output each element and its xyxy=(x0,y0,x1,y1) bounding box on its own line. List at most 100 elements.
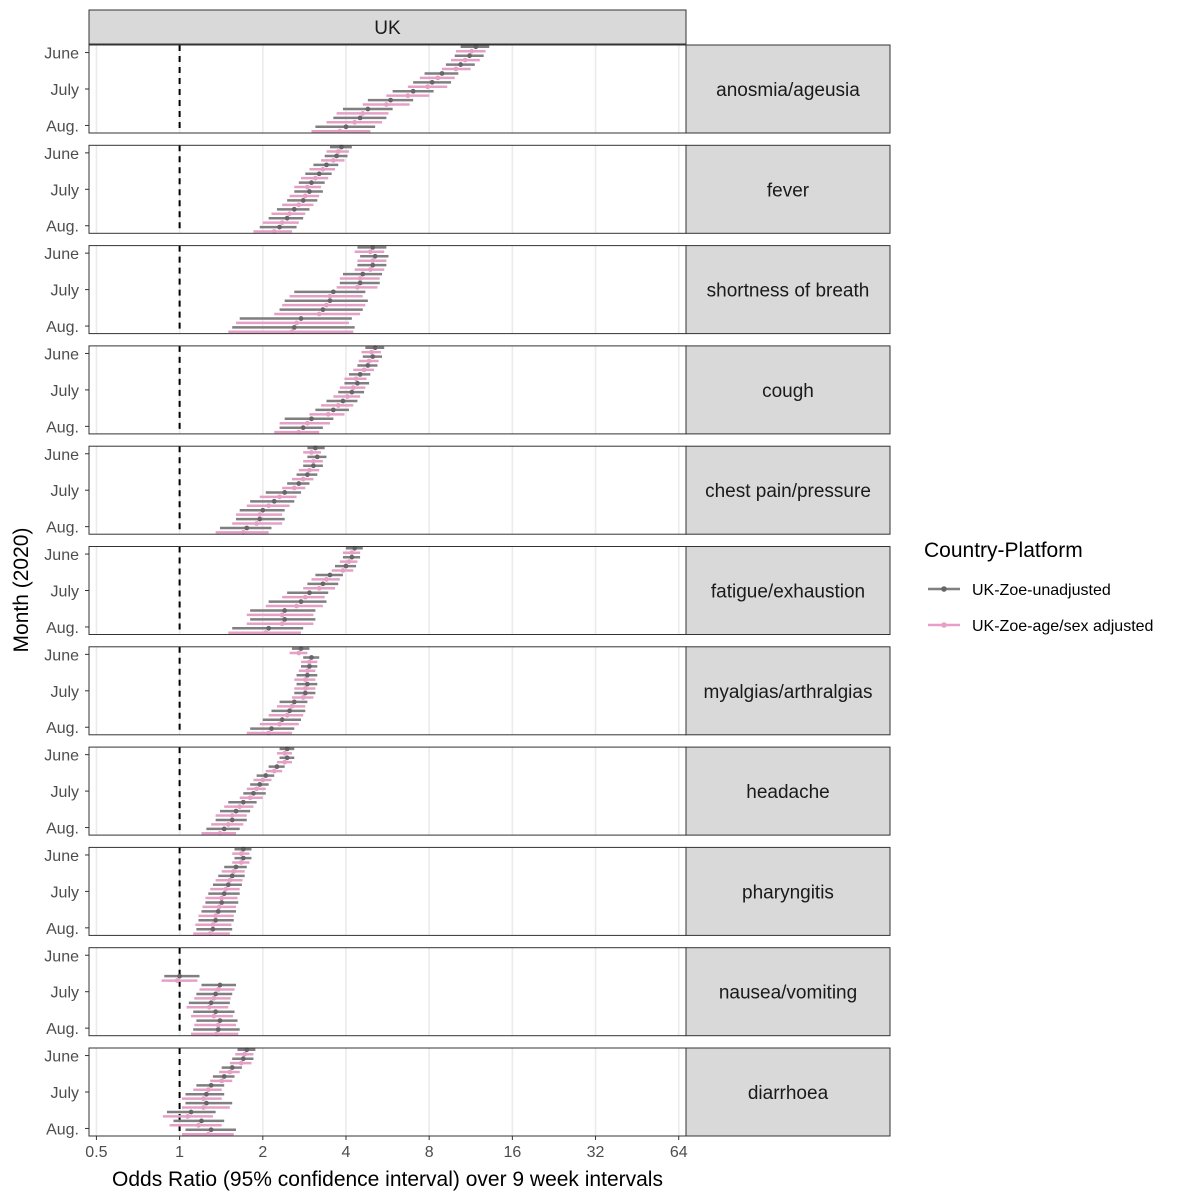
unadjusted-point xyxy=(221,826,227,832)
unadjusted-point xyxy=(298,646,304,651)
x-axis: 0.5 1 2 4 8 16 32 64 xyxy=(85,1136,688,1161)
unadjusted-point xyxy=(229,817,235,823)
adjusted-point xyxy=(345,394,350,399)
unadjusted-point xyxy=(225,882,231,888)
facet-strip-right xyxy=(685,646,891,736)
adjusted-point xyxy=(324,302,329,308)
unadjusted-point xyxy=(210,926,216,932)
unadjusted-point xyxy=(343,563,349,569)
adjusted-point xyxy=(279,220,285,226)
adjusted-point xyxy=(320,166,326,172)
unadjusted-point xyxy=(240,1056,246,1062)
adjusted-point xyxy=(352,119,358,125)
adjusted-point xyxy=(289,703,295,709)
unadjusted-point xyxy=(304,681,310,687)
panel-5: fatigue/exhaustion June July Aug. xyxy=(44,545,891,637)
x-tick-label: 4 xyxy=(342,1144,351,1161)
unadjusted-point xyxy=(208,1127,214,1133)
adjusted-point xyxy=(367,267,373,272)
panel-background xyxy=(89,847,686,936)
adjusted-point xyxy=(316,311,322,317)
adjusted-point xyxy=(277,721,282,727)
unadjusted-point xyxy=(357,280,363,286)
adjusted-point xyxy=(346,559,352,564)
adjusted-point xyxy=(383,102,389,107)
facet-strip-right xyxy=(685,947,891,1037)
facet-strip-right xyxy=(685,144,891,234)
facet-strip-right xyxy=(685,44,891,134)
y-tick-label: Aug. xyxy=(46,520,79,537)
adjusted-point xyxy=(370,258,376,264)
adjusted-point xyxy=(291,485,297,491)
adjusted-point xyxy=(311,458,316,464)
x-axis-title: Odds Ratio (95% confidence interval) ove… xyxy=(112,1168,663,1191)
panel-background xyxy=(89,947,686,1036)
adjusted-point xyxy=(294,603,299,609)
adjusted-point xyxy=(361,367,367,373)
adjusted-point xyxy=(225,822,231,827)
adjusted-point xyxy=(196,1122,201,1128)
unadjusted-point xyxy=(355,380,360,386)
y-tick-label: Aug. xyxy=(46,1121,79,1138)
adjusted-point xyxy=(304,668,310,674)
y-tick-label: June xyxy=(44,46,79,63)
unadjusted-point xyxy=(229,1065,235,1070)
x-tick-label: 8 xyxy=(425,1144,434,1161)
unadjusted-point xyxy=(324,162,329,168)
adjusted-point xyxy=(366,358,372,364)
facet-strip-label: fever xyxy=(767,180,810,201)
unadjusted-point xyxy=(217,982,223,988)
facet-strip-label: headache xyxy=(746,782,829,803)
adjusted-point xyxy=(296,429,302,435)
unadjusted-point xyxy=(282,608,288,613)
unadjusted-point xyxy=(219,900,225,905)
unadjusted-point xyxy=(215,1027,221,1032)
panel-8: pharyngitis June July Aug. xyxy=(44,846,891,938)
adjusted-point xyxy=(335,149,341,154)
facet-strip-right xyxy=(685,746,891,836)
adjusted-point xyxy=(405,93,411,99)
adjusted-point xyxy=(210,922,216,928)
unadjusted-point xyxy=(349,389,355,395)
adjusted-point xyxy=(227,1069,233,1075)
unadjusted-point xyxy=(298,599,304,605)
adjusted-point xyxy=(238,1060,244,1066)
unadjusted-point xyxy=(343,124,349,130)
unadjusted-point xyxy=(365,106,371,112)
adjusted-point xyxy=(271,768,277,774)
adjusted-point xyxy=(289,329,295,335)
adjusted-point xyxy=(425,84,431,90)
adjusted-point xyxy=(330,157,336,163)
unadjusted-point xyxy=(291,206,297,212)
adjusted-point xyxy=(201,1096,206,1102)
unadjusted-point xyxy=(217,1018,223,1024)
unadjusted-point xyxy=(269,726,274,731)
unadjusted-point xyxy=(330,289,336,295)
panel-2: shortness of breath June July Aug. xyxy=(44,245,891,336)
adjusted-point xyxy=(349,550,355,556)
panel-7: headache June July Aug. xyxy=(44,746,891,838)
y-tick-label: July xyxy=(51,584,79,601)
unadjusted-point xyxy=(370,245,376,250)
unadjusted-point xyxy=(277,224,282,230)
panel-background xyxy=(89,646,686,735)
panel-background xyxy=(89,45,686,133)
adjusted-point xyxy=(302,677,308,683)
panel-10: diarrhoea June July Aug. xyxy=(44,1047,891,1138)
unadjusted-point xyxy=(360,271,366,277)
adjusted-point xyxy=(271,229,277,234)
adjusted-point xyxy=(469,48,475,54)
adjusted-point xyxy=(247,795,253,801)
unadjusted-point xyxy=(203,1100,209,1106)
adjusted-point xyxy=(254,786,260,792)
adjusted-point xyxy=(277,494,282,500)
adjusted-point xyxy=(211,1013,217,1019)
unadjusted-point xyxy=(352,545,358,551)
unadjusted-point xyxy=(338,144,344,150)
unadjusted-point xyxy=(309,655,314,660)
unadjusted-point xyxy=(410,88,416,94)
y-tick-label: July xyxy=(51,884,79,901)
unadjusted-point xyxy=(213,1009,219,1015)
unadjusted-point xyxy=(284,755,290,761)
